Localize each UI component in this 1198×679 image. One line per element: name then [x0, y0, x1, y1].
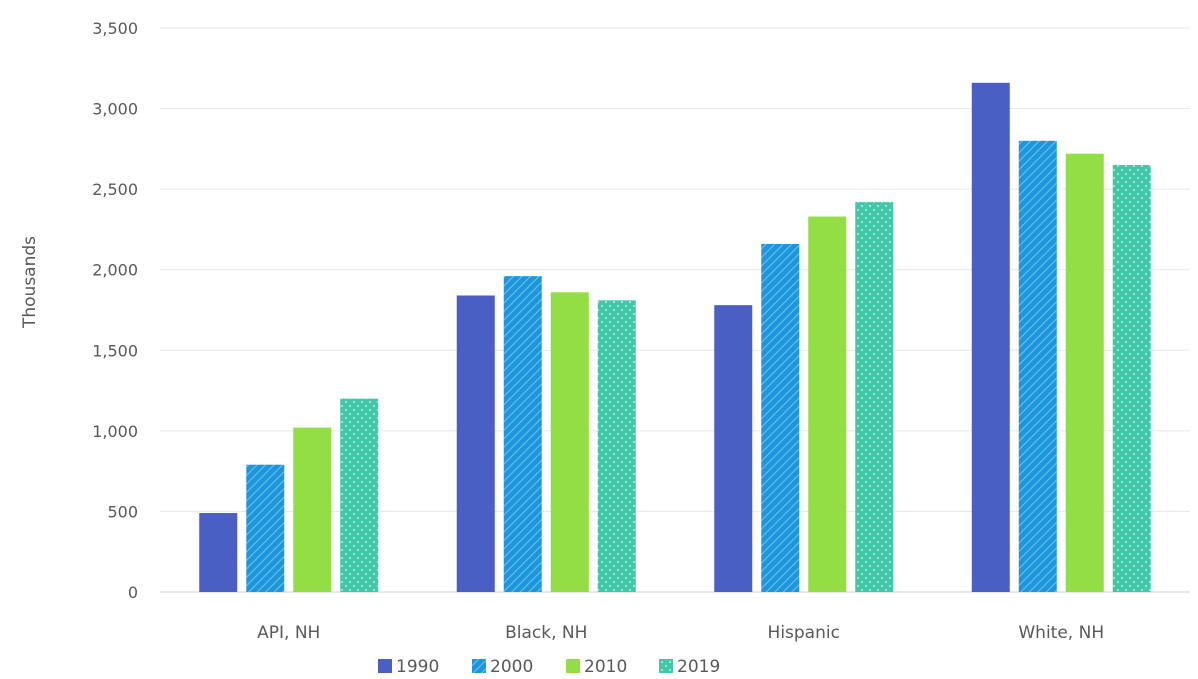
bar-2019-0 — [340, 398, 379, 592]
legend-label: 2000 — [490, 657, 533, 677]
x-category-label: White, NH — [1018, 623, 1104, 643]
y-tick-label: 2,000 — [92, 261, 138, 280]
legend-label: 1990 — [396, 657, 439, 677]
legend-swatch-2019 — [659, 659, 673, 673]
bar-2019-2 — [855, 202, 894, 592]
bar-2000-0 — [246, 464, 285, 592]
y-tick-label: 1,500 — [92, 341, 138, 360]
y-tick-label: 3,000 — [92, 100, 138, 119]
bar-2000-1 — [503, 276, 542, 592]
y-tick-label: 0 — [128, 583, 138, 602]
bar-1990-0 — [199, 513, 238, 592]
bar-1990-1 — [456, 295, 495, 592]
bar-2010-0 — [293, 427, 332, 592]
y-axis-ticks: 0 500 1,000 1,500 2,000 2,500 3,000 3,500 — [92, 19, 138, 602]
bar-2019-3 — [1112, 164, 1151, 592]
y-tick-label: 1,000 — [92, 422, 138, 441]
legend-swatch-2000 — [472, 659, 486, 673]
bars — [199, 82, 1151, 593]
x-category-label: Black, NH — [505, 623, 587, 643]
bar-2010-1 — [550, 292, 589, 592]
bar-2010-3 — [1065, 153, 1104, 593]
y-tick-label: 500 — [107, 502, 138, 521]
legend-label: 2019 — [677, 657, 720, 677]
bar-1990-2 — [714, 305, 753, 592]
legend-swatch-1990 — [378, 659, 392, 673]
x-axis-categories: API, NH Black, NH Hispanic White, NH — [257, 623, 1104, 643]
legend: 1990 2000 2010 2019 — [378, 657, 720, 677]
x-category-label: Hispanic — [768, 623, 840, 643]
bar-2000-2 — [761, 243, 800, 592]
legend-swatch-2010 — [566, 659, 580, 673]
y-tick-label: 2,500 — [92, 180, 138, 199]
legend-label: 2010 — [584, 657, 627, 677]
y-axis-label: Thousands — [20, 236, 40, 329]
x-category-label: API, NH — [257, 623, 320, 643]
y-tick-label: 3,500 — [92, 19, 138, 38]
gridlines — [160, 27, 1190, 593]
bar-2019-1 — [597, 300, 636, 592]
bar-2000-3 — [1018, 140, 1057, 593]
bar-2010-2 — [808, 216, 847, 592]
bar-1990-3 — [971, 82, 1010, 592]
